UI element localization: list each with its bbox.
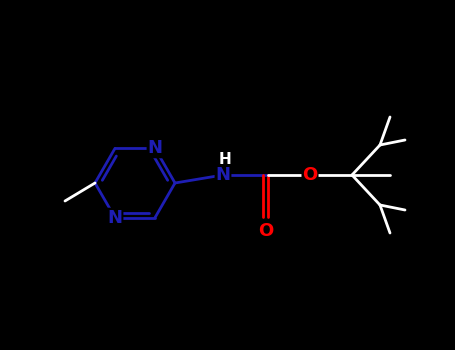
Text: O: O — [303, 166, 318, 184]
Text: O: O — [258, 222, 273, 240]
Text: H: H — [218, 152, 232, 167]
Text: N: N — [216, 166, 231, 184]
Text: N: N — [107, 209, 122, 227]
Text: N: N — [147, 139, 162, 158]
